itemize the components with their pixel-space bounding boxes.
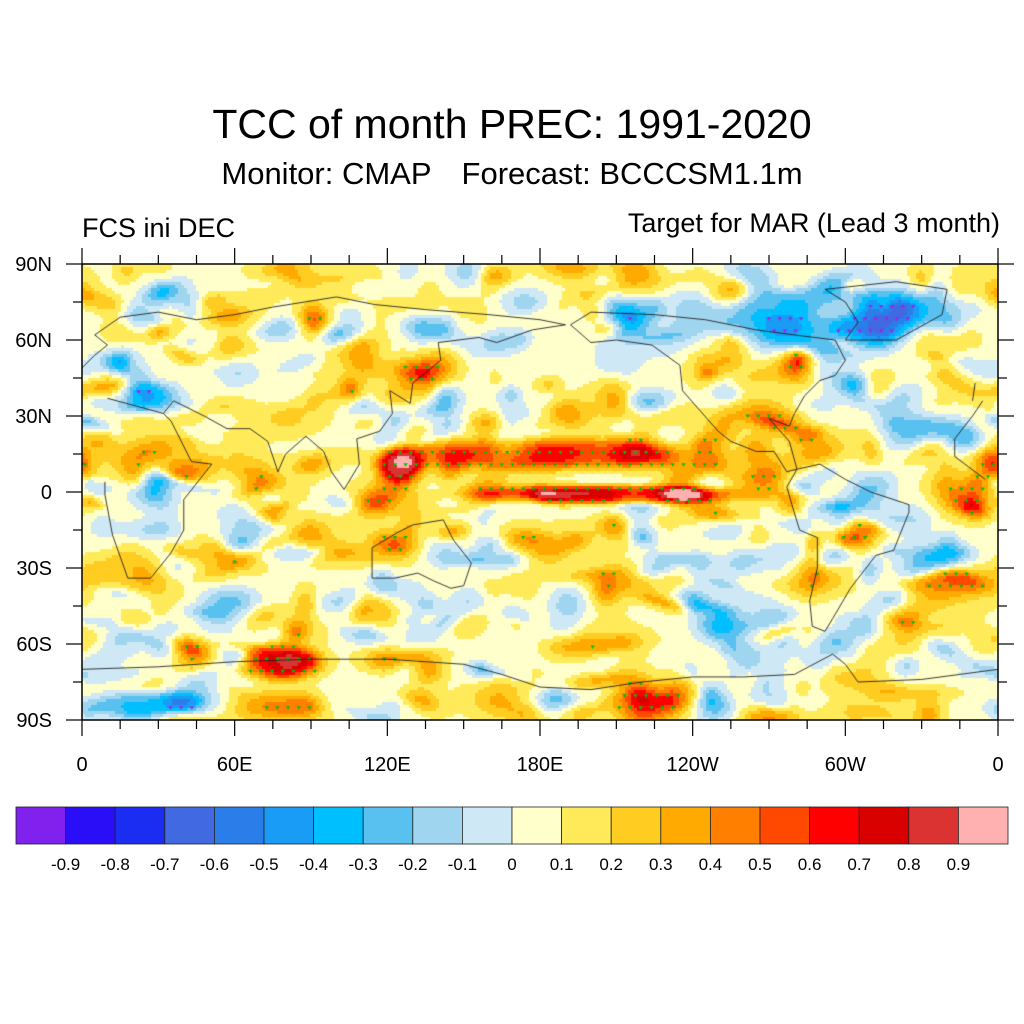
colorbar-label: -0.5 <box>249 855 278 874</box>
colorbar-box <box>511 806 562 845</box>
init-label: FCS ini DEC <box>82 213 236 243</box>
y-tick-label: 0 <box>41 482 52 504</box>
colorbar-label: 0.8 <box>897 855 921 874</box>
colorbar-box <box>164 806 215 845</box>
x-tick-label: 60E <box>217 754 253 776</box>
colorbar-box <box>908 806 959 845</box>
x-tick-label: 180E <box>517 754 564 776</box>
colorbar-box <box>412 806 463 845</box>
colorbar-label: 0.3 <box>649 855 673 874</box>
colorbar-label: -0.3 <box>349 855 378 874</box>
correlation-map <box>82 264 998 720</box>
colorbar-label: -0.1 <box>448 855 477 874</box>
x-tick-label: 120E <box>364 754 411 776</box>
x-tick-label: 120W <box>667 754 719 776</box>
y-tick-label: 60S <box>16 634 52 656</box>
colorbar-label: 0.4 <box>699 855 723 874</box>
colorbar-label: 0.5 <box>748 855 772 874</box>
colorbar-box <box>710 806 761 845</box>
colorbar: -0.9 -0.8 -0.7 -0.6 -0.5 -0.4 -0.3 -0.2 -0.1 0 0.1… <box>15 806 1009 874</box>
colorbar-box <box>15 806 66 845</box>
colorbar-box <box>114 806 166 845</box>
colorbar-label: -0.6 <box>200 855 229 874</box>
colorbar-label: -0.9 <box>51 855 80 874</box>
y-tick-label: 90S <box>16 710 52 732</box>
colorbar-label: 0.9 <box>947 855 971 874</box>
y-tick-label: 30S <box>16 558 52 580</box>
x-tick-label: 60W <box>825 754 866 776</box>
colorbar-label: -0.8 <box>101 855 130 874</box>
colorbar-box <box>809 806 860 845</box>
colorbar-box <box>610 806 662 845</box>
colorbar-label: 0.1 <box>550 855 574 874</box>
colorbar-box <box>65 806 116 845</box>
y-tick-label: 90N <box>15 254 52 276</box>
colorbar-label: -0.4 <box>299 855 328 874</box>
forecast-label: Forecast: BCCCSM1.1m <box>461 156 803 191</box>
colorbar-box <box>362 806 414 845</box>
y-tick-label: 60N <box>15 330 52 352</box>
x-tick-label: 0 <box>76 754 87 776</box>
colorbar-box <box>561 806 612 845</box>
colorbar-label: -0.2 <box>398 855 427 874</box>
colorbar-box <box>958 806 1009 845</box>
target-label: Target for MAR (Lead 3 month) <box>627 208 1000 238</box>
chart-subtitle: Monitor: CMAP Forecast: BCCCSM1.1m <box>0 156 1024 192</box>
y-tick-label: 30N <box>15 406 52 428</box>
colorbar-box <box>263 806 314 845</box>
colorbar-box <box>213 806 265 845</box>
colorbar-box <box>660 806 711 845</box>
monitor-label: Monitor: CMAP <box>221 156 432 191</box>
colorbar-label: 0 <box>507 855 516 874</box>
colorbar-box <box>858 806 910 845</box>
colorbar-box <box>461 806 513 845</box>
colorbar-label: 0.7 <box>847 855 871 874</box>
chart-title: TCC of month PREC: 1991-2020 <box>212 101 812 147</box>
colorbar-label: 0.2 <box>599 855 623 874</box>
colorbar-label: 0.6 <box>798 855 822 874</box>
colorbar-box <box>759 806 810 845</box>
colorbar-box <box>313 806 364 845</box>
colorbar-label: -0.7 <box>150 855 179 874</box>
x-tick-label: 0 <box>992 754 1003 776</box>
